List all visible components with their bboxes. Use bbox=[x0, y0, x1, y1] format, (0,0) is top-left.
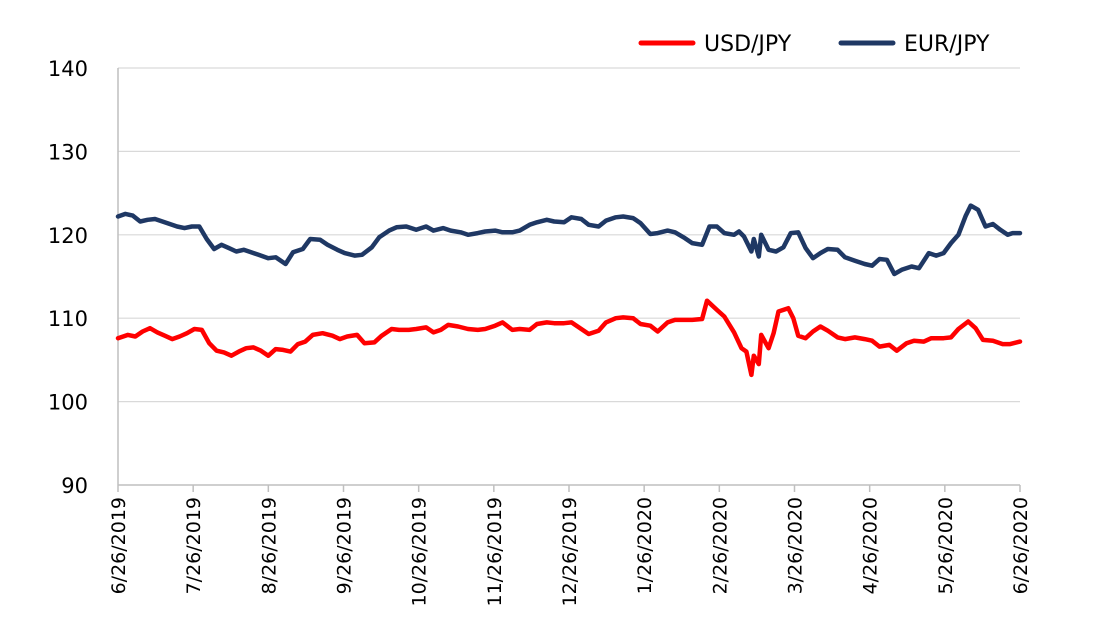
x-tick-label: 6/26/2020 bbox=[1010, 497, 1032, 594]
x-tick-label: 5/26/2020 bbox=[935, 497, 957, 594]
x-tick-label: 10/26/2019 bbox=[409, 497, 431, 607]
y-axis-ticks: 90 100 110 120 130 140 bbox=[48, 57, 88, 498]
legend: USD/JPY EUR/JPY bbox=[638, 32, 990, 57]
x-tick-label: 7/26/2019 bbox=[183, 497, 205, 594]
legend-label: USD/JPY bbox=[704, 32, 792, 57]
x-tick-label: 6/26/2019 bbox=[108, 497, 130, 594]
x-tick-label: 8/26/2019 bbox=[258, 497, 280, 594]
x-tick-label: 12/26/2019 bbox=[559, 497, 581, 607]
series-line-usd-jpy bbox=[115, 298, 1023, 378]
x-axis-ticks: 6/26/2019 7/26/2019 8/26/2019 9/26/2019 10/2… bbox=[108, 485, 1032, 607]
y-tick-label: 140 bbox=[48, 57, 88, 81]
gridlines bbox=[118, 67, 1020, 403]
y-tick-label: 110 bbox=[48, 307, 88, 331]
axes bbox=[117, 68, 1020, 486]
x-tick-label: 4/26/2020 bbox=[860, 497, 882, 594]
x-tick-label: 2/26/2020 bbox=[709, 497, 731, 594]
series-line-eur-jpy bbox=[115, 203, 1023, 277]
x-tick-label: 3/26/2020 bbox=[785, 497, 807, 594]
y-tick-label: 120 bbox=[48, 224, 88, 248]
y-tick-label: 90 bbox=[61, 474, 88, 498]
y-tick-label: 130 bbox=[48, 140, 88, 164]
x-tick-label: 1/26/2020 bbox=[634, 497, 656, 594]
y-tick-label: 100 bbox=[48, 391, 88, 415]
series-lines bbox=[115, 203, 1023, 378]
legend-label: EUR/JPY bbox=[904, 32, 990, 57]
x-tick-label: 9/26/2019 bbox=[334, 497, 356, 594]
x-tick-label: 11/26/2019 bbox=[484, 497, 506, 607]
